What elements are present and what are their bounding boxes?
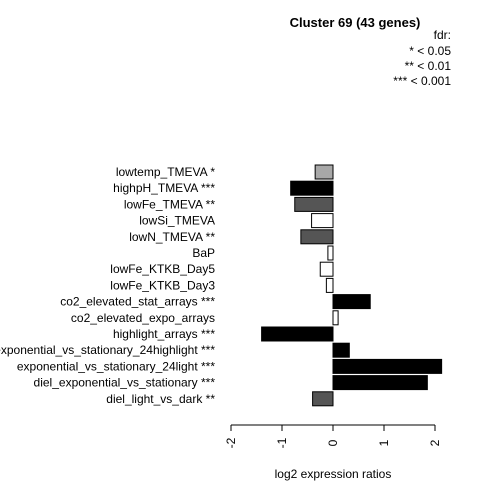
x-tick-label-1: -1 [275,437,289,448]
bar-2 [294,196,334,212]
bar-12 [332,358,443,374]
category-label-6: lowFe_KTKB_Day5 [110,262,215,276]
bar-10 [261,326,334,342]
legend-title: fdr: [434,28,451,42]
bar-3 [311,213,334,229]
category-label-14: diel_light_vs_dark ** [106,392,215,406]
bar-7 [325,277,334,293]
category-label-10: highlight_arrays *** [113,327,215,341]
x-axis-label: log2 expression ratios [275,467,392,481]
category-label-8: co2_elevated_stat_arrays *** [60,295,215,309]
bars [261,164,443,407]
category-label-2: lowFe_TMEVA ** [124,197,215,211]
x-tick-label-0: -2 [224,437,238,448]
bar-5 [327,245,334,261]
bar-6 [319,261,334,277]
category-label-5: BaP [192,246,215,260]
category-label-7: lowFe_KTKB_Day3 [110,278,215,292]
category-label-12: exponential_vs_stationary_24light *** [17,359,215,373]
category-label-11: exponential_vs_stationary_24highlight **… [0,343,215,357]
chart-title: Cluster 69 (43 genes) [290,15,421,30]
x-tick-label-4: 2 [428,439,442,446]
bar-0 [314,164,334,180]
category-label-3: lowSi_TMEVA [139,214,215,228]
category-label-1: highpH_TMEVA *** [113,181,215,195]
bar-9 [332,310,339,326]
category-label-4: lowN_TMEVA ** [129,230,215,244]
category-label-9: co2_elevated_expo_arrays [71,311,215,325]
bar-11 [332,342,350,358]
bar-13 [332,375,428,391]
legend: fdr: * < 0.05 ** < 0.01 *** < 0.001 [393,28,451,88]
x-axis: -2 -1 0 1 2 [224,424,442,448]
legend-entry-2: ** < 0.01 [405,59,452,73]
bar-4 [300,229,334,245]
category-labels: lowtemp_TMEVA * highpH_TMEVA *** lowFe_TME… [0,165,215,406]
x-tick-label-2: 0 [326,439,340,446]
legend-entry-3: *** < 0.001 [393,74,451,88]
bar-14 [312,391,334,407]
bar-1 [290,180,334,196]
x-tick-label-3: 1 [377,439,391,446]
category-label-0: lowtemp_TMEVA * [116,165,215,179]
bar-8 [332,294,371,310]
category-label-13: diel_exponential_vs_stationary *** [34,376,216,390]
legend-entry-1: * < 0.05 [409,44,451,58]
